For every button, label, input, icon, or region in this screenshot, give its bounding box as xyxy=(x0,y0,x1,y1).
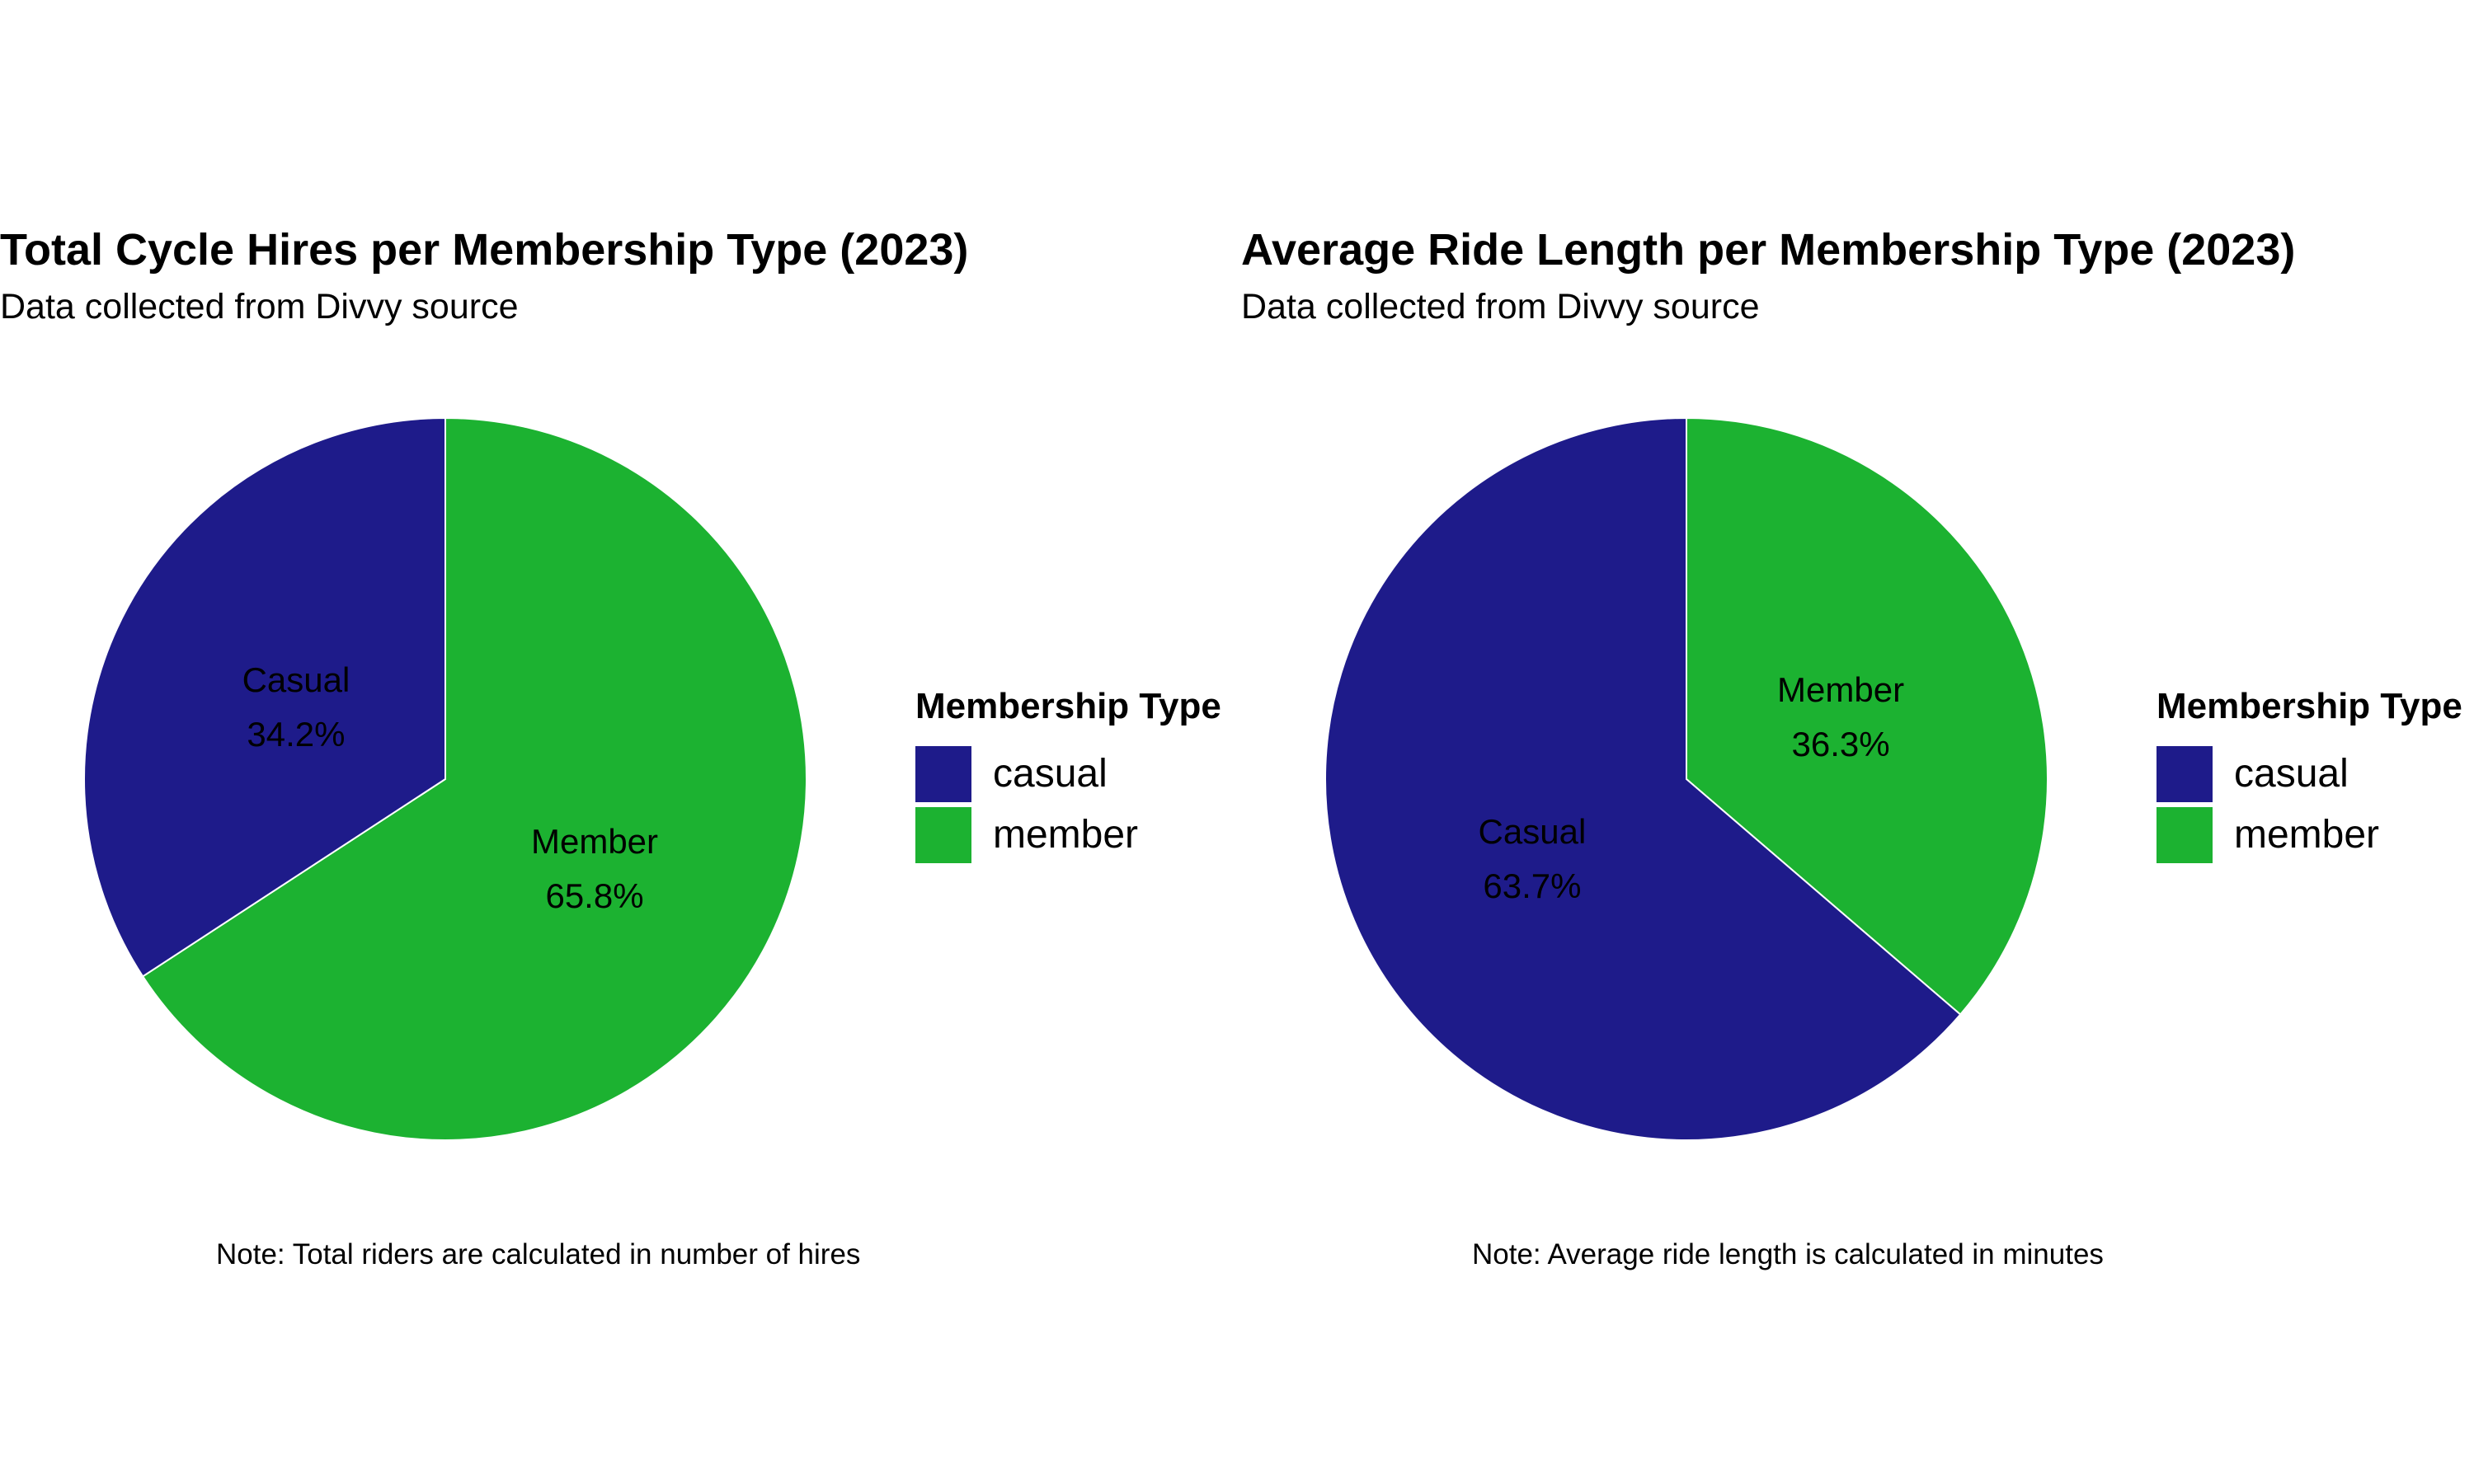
chart-note: Note: Total riders are calculated in num… xyxy=(216,1238,861,1270)
legend-title: Membership Type xyxy=(2157,686,2462,726)
legend: Membership Type casual member xyxy=(2157,686,2462,866)
chart-note: Note: Average ride length is calculated … xyxy=(1472,1238,2104,1270)
slice-label-casual-value: 63.7% xyxy=(1483,866,1581,905)
legend-swatch-casual xyxy=(915,745,971,802)
slice-label-casual-name: Casual xyxy=(242,660,350,699)
legend-item-member: member xyxy=(915,805,1221,865)
pie-slice-casual xyxy=(83,416,446,978)
chart-panel-average-ride-length: Average Ride Length per Membership Type … xyxy=(1241,0,2474,1484)
legend-label-casual: casual xyxy=(2234,752,2349,796)
slice-label-member-name: Member xyxy=(531,822,658,861)
slice-label-member-value: 36.3% xyxy=(1792,725,1890,763)
pie-chart: Member 65.8% Casual 34.2% xyxy=(83,416,807,1141)
legend-swatch-casual xyxy=(2157,745,2213,802)
pie-slice-member xyxy=(141,416,807,1141)
slice-label-member-name: Member xyxy=(1777,670,1904,709)
legend-swatch-member xyxy=(2157,806,2213,863)
chart-subtitle: Data collected from Divvy source xyxy=(1241,287,1760,326)
slice-label-casual-name: Casual xyxy=(1479,812,1587,851)
legend-swatch-member xyxy=(915,806,971,863)
legend: Membership Type casual member xyxy=(915,686,1221,866)
chart-panel-total-hires: Total Cycle Hires per Membership Type (2… xyxy=(0,225,1221,1270)
legend-label-member: member xyxy=(2234,813,2380,857)
legend-item-casual: casual xyxy=(2157,744,2462,804)
legend-item-member: member xyxy=(2157,805,2462,865)
pie-slice-casual xyxy=(1324,416,1962,1141)
pie-slice-member xyxy=(1686,416,2048,1016)
pie-chart: Member 36.3% Casual 63.7% xyxy=(1324,416,2048,1141)
slice-label-member-value: 65.8% xyxy=(545,876,643,915)
legend-item-casual: casual xyxy=(915,744,1221,804)
legend-label-member: member xyxy=(993,813,1139,857)
chart-title: Total Cycle Hires per Membership Type (2… xyxy=(0,225,969,275)
legend-title: Membership Type xyxy=(915,686,1221,726)
slice-label-casual-value: 34.2% xyxy=(247,715,345,754)
chart-subtitle: Data collected from Divvy source xyxy=(0,287,519,326)
legend-label-casual: casual xyxy=(993,752,1108,796)
chart-title: Average Ride Length per Membership Type … xyxy=(1241,225,2296,275)
